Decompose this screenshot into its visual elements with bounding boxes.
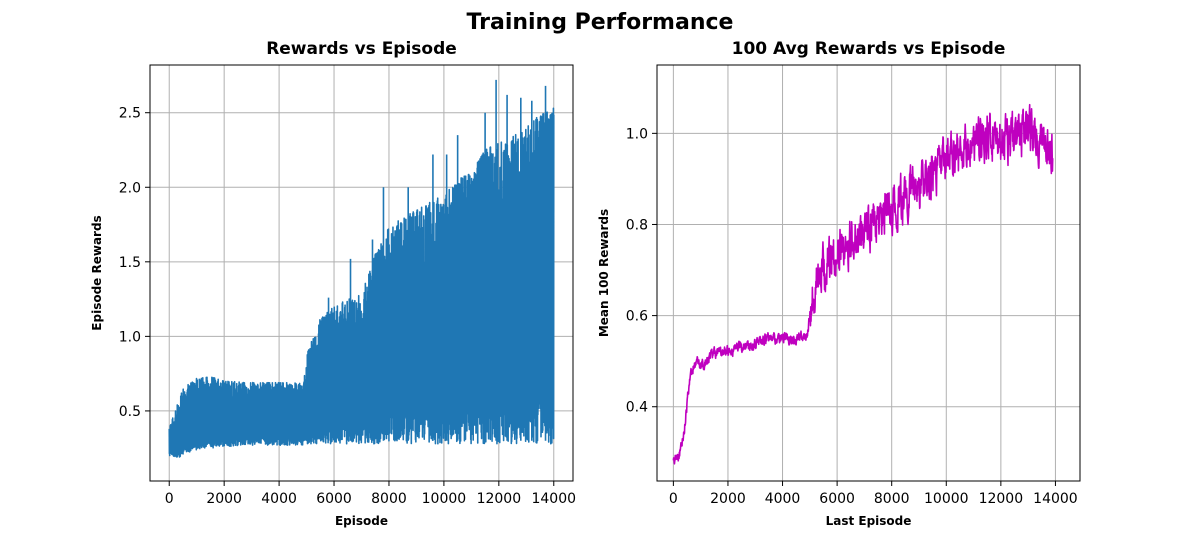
- y-axis-label: Mean 100 Rewards: [597, 209, 611, 337]
- y-tick-label: 0.5: [119, 404, 141, 420]
- x-tick-label: 10000: [422, 491, 467, 507]
- rewards-vs-episode-chart: 0 2000 4000 6000 8000 10000 12000 14000 0.5 1.0 1.…: [90, 39, 576, 528]
- x-tick-label: 14000: [531, 491, 576, 507]
- x-tick-label: 0: [669, 491, 678, 507]
- x-tick-label: 4000: [765, 491, 801, 507]
- x-axis: 0 2000 4000 6000 8000 10000 12000 14000: [669, 481, 1078, 507]
- x-axis-label: Last Episode: [826, 514, 912, 528]
- y-axis: 0.5 1.0 1.5 2.0 2.5: [119, 106, 150, 420]
- axes-frame: [656, 64, 1081, 482]
- axes-frame: [149, 64, 574, 482]
- chart-title: 100 Avg Rewards vs Episode: [732, 39, 1006, 59]
- x-tick-label: 6000: [316, 491, 352, 507]
- x-axis-label: Episode: [335, 514, 388, 528]
- episode-rewards-line: [168, 79, 555, 458]
- x-tick-label: 2000: [710, 491, 746, 507]
- avg-rewards-vs-episode-chart: 0 2000 4000 6000 8000 10000 12000 140000.40.60.…: [597, 39, 1081, 528]
- series-group: [672, 103, 1054, 465]
- y-axis: 0.4 0.6 0.8 1.0: [626, 126, 657, 416]
- x-tick-label: 8000: [371, 491, 407, 507]
- y-tick-label: 2.5: [119, 106, 141, 122]
- series-group: [168, 79, 555, 458]
- y-tick-label: 0.8: [626, 217, 648, 233]
- y-tick-label: 0.6: [626, 309, 648, 325]
- x-tick-label: 12000: [477, 491, 522, 507]
- y-tick-label: 1.5: [119, 255, 141, 271]
- x-tick-label: 8000: [874, 491, 910, 507]
- y-tick-label: 1.0: [626, 126, 648, 142]
- chart-title: Rewards vs Episode: [266, 39, 457, 59]
- y-tick-label: 1.0: [119, 329, 141, 345]
- x-tick-label: 12000: [979, 491, 1024, 507]
- y-axis-label: Episode Rewards: [90, 215, 104, 330]
- figure-title: Training Performance: [467, 10, 734, 35]
- x-tick-label: 4000: [261, 491, 297, 507]
- x-tick-label: 2000: [206, 491, 242, 507]
- x-tick-label: 14000: [1033, 491, 1078, 507]
- x-tick-label: 6000: [819, 491, 855, 507]
- x-tick-label: 10000: [924, 491, 969, 507]
- x-axis: 0 2000 4000 6000 8000 10000 12000 14000: [165, 481, 576, 507]
- y-tick-label: 0.4: [626, 400, 648, 416]
- x-tick-label: 0: [165, 491, 174, 507]
- y-tick-label: 2.0: [119, 180, 141, 196]
- mean-100-rewards-line: [672, 103, 1054, 465]
